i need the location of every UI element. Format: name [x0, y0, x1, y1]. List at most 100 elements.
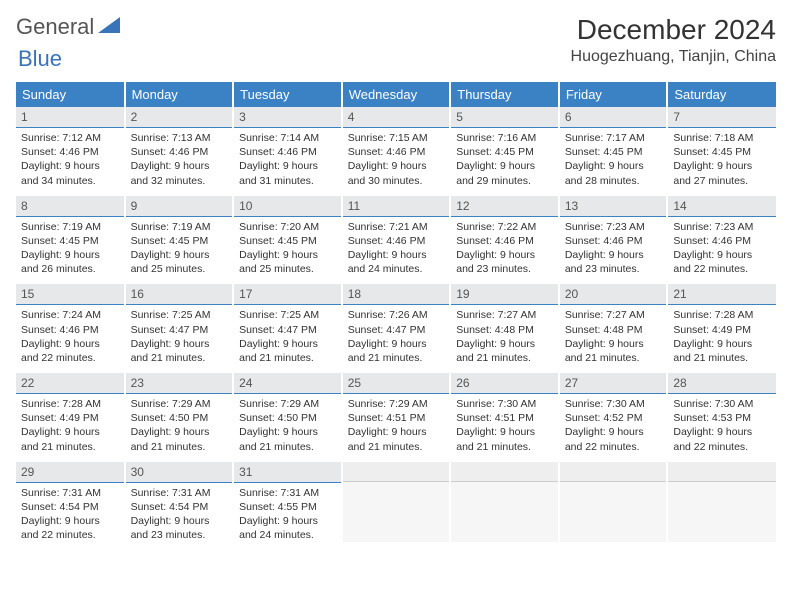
day-number: 7	[668, 107, 776, 128]
calendar-week-row: 22Sunrise: 7:28 AMSunset: 4:49 PMDayligh…	[16, 372, 776, 461]
day-details: Sunrise: 7:31 AMSunset: 4:55 PMDaylight:…	[234, 483, 341, 549]
logo-text-general: General	[16, 14, 94, 40]
day-number: 27	[560, 373, 667, 394]
weekday-header: Tuesday	[233, 82, 342, 107]
day-number: 26	[451, 373, 558, 394]
day-details: Sunrise: 7:27 AMSunset: 4:48 PMDaylight:…	[451, 305, 558, 371]
day-number: 13	[560, 196, 667, 217]
calendar-week-row: 1Sunrise: 7:12 AMSunset: 4:46 PMDaylight…	[16, 107, 776, 195]
calendar-cell: 19Sunrise: 7:27 AMSunset: 4:48 PMDayligh…	[450, 283, 559, 372]
calendar-cell: 14Sunrise: 7:23 AMSunset: 4:46 PMDayligh…	[667, 195, 776, 284]
logo: General	[16, 14, 122, 40]
calendar-cell: 15Sunrise: 7:24 AMSunset: 4:46 PMDayligh…	[16, 283, 125, 372]
day-number: 2	[126, 107, 233, 128]
day-details: Sunrise: 7:17 AMSunset: 4:45 PMDaylight:…	[560, 128, 667, 194]
logo-triangle-icon	[98, 17, 120, 38]
calendar-cell: 9Sunrise: 7:19 AMSunset: 4:45 PMDaylight…	[125, 195, 234, 284]
day-details: Sunrise: 7:31 AMSunset: 4:54 PMDaylight:…	[16, 483, 124, 549]
month-title: December 2024	[571, 14, 776, 46]
calendar-cell: 17Sunrise: 7:25 AMSunset: 4:47 PMDayligh…	[233, 283, 342, 372]
day-details: Sunrise: 7:21 AMSunset: 4:46 PMDaylight:…	[343, 217, 450, 283]
day-number: 16	[126, 284, 233, 305]
day-details: Sunrise: 7:29 AMSunset: 4:50 PMDaylight:…	[234, 394, 341, 460]
calendar-cell: 16Sunrise: 7:25 AMSunset: 4:47 PMDayligh…	[125, 283, 234, 372]
calendar-cell: 8Sunrise: 7:19 AMSunset: 4:45 PMDaylight…	[16, 195, 125, 284]
empty-day-body	[343, 482, 450, 542]
day-details: Sunrise: 7:15 AMSunset: 4:46 PMDaylight:…	[343, 128, 450, 194]
calendar-cell	[342, 461, 451, 550]
calendar-cell: 7Sunrise: 7:18 AMSunset: 4:45 PMDaylight…	[667, 107, 776, 195]
calendar-cell: 3Sunrise: 7:14 AMSunset: 4:46 PMDaylight…	[233, 107, 342, 195]
calendar-cell	[450, 461, 559, 550]
calendar-cell: 24Sunrise: 7:29 AMSunset: 4:50 PMDayligh…	[233, 372, 342, 461]
day-details: Sunrise: 7:14 AMSunset: 4:46 PMDaylight:…	[234, 128, 341, 194]
calendar-body: 1Sunrise: 7:12 AMSunset: 4:46 PMDaylight…	[16, 107, 776, 549]
calendar-cell: 1Sunrise: 7:12 AMSunset: 4:46 PMDaylight…	[16, 107, 125, 195]
calendar-cell: 23Sunrise: 7:29 AMSunset: 4:50 PMDayligh…	[125, 372, 234, 461]
title-block: December 2024 Huogezhuang, Tianjin, Chin…	[571, 14, 776, 66]
weekday-header: Monday	[125, 82, 234, 107]
day-details: Sunrise: 7:26 AMSunset: 4:47 PMDaylight:…	[343, 305, 450, 371]
day-number: 6	[560, 107, 667, 128]
day-number: 1	[16, 107, 124, 128]
day-number: 31	[234, 462, 341, 483]
calendar-cell: 2Sunrise: 7:13 AMSunset: 4:46 PMDaylight…	[125, 107, 234, 195]
day-details: Sunrise: 7:12 AMSunset: 4:46 PMDaylight:…	[16, 128, 124, 194]
day-details: Sunrise: 7:29 AMSunset: 4:51 PMDaylight:…	[343, 394, 450, 460]
day-number: 28	[668, 373, 776, 394]
day-number: 20	[560, 284, 667, 305]
day-number: 30	[126, 462, 233, 483]
calendar-week-row: 15Sunrise: 7:24 AMSunset: 4:46 PMDayligh…	[16, 283, 776, 372]
day-number: 12	[451, 196, 558, 217]
empty-day-body	[451, 482, 558, 542]
calendar-cell: 31Sunrise: 7:31 AMSunset: 4:55 PMDayligh…	[233, 461, 342, 550]
empty-day-number	[560, 462, 667, 482]
day-number: 3	[234, 107, 341, 128]
day-number: 9	[126, 196, 233, 217]
day-details: Sunrise: 7:30 AMSunset: 4:52 PMDaylight:…	[560, 394, 667, 460]
calendar-cell: 29Sunrise: 7:31 AMSunset: 4:54 PMDayligh…	[16, 461, 125, 550]
empty-day-number	[451, 462, 558, 482]
day-number: 10	[234, 196, 341, 217]
calendar-week-row: 8Sunrise: 7:19 AMSunset: 4:45 PMDaylight…	[16, 195, 776, 284]
day-details: Sunrise: 7:24 AMSunset: 4:46 PMDaylight:…	[16, 305, 124, 371]
calendar-cell: 6Sunrise: 7:17 AMSunset: 4:45 PMDaylight…	[559, 107, 668, 195]
calendar-cell: 18Sunrise: 7:26 AMSunset: 4:47 PMDayligh…	[342, 283, 451, 372]
day-details: Sunrise: 7:28 AMSunset: 4:49 PMDaylight:…	[16, 394, 124, 460]
empty-day-body	[668, 482, 776, 542]
calendar-cell: 12Sunrise: 7:22 AMSunset: 4:46 PMDayligh…	[450, 195, 559, 284]
calendar-cell	[559, 461, 668, 550]
calendar-cell: 30Sunrise: 7:31 AMSunset: 4:54 PMDayligh…	[125, 461, 234, 550]
day-details: Sunrise: 7:18 AMSunset: 4:45 PMDaylight:…	[668, 128, 776, 194]
empty-day-number	[668, 462, 776, 482]
calendar-head: SundayMondayTuesdayWednesdayThursdayFrid…	[16, 82, 776, 107]
weekday-header: Friday	[559, 82, 668, 107]
day-details: Sunrise: 7:27 AMSunset: 4:48 PMDaylight:…	[560, 305, 667, 371]
day-number: 18	[343, 284, 450, 305]
calendar-cell: 22Sunrise: 7:28 AMSunset: 4:49 PMDayligh…	[16, 372, 125, 461]
day-number: 21	[668, 284, 776, 305]
day-details: Sunrise: 7:30 AMSunset: 4:51 PMDaylight:…	[451, 394, 558, 460]
day-number: 25	[343, 373, 450, 394]
calendar-cell: 5Sunrise: 7:16 AMSunset: 4:45 PMDaylight…	[450, 107, 559, 195]
calendar-cell: 26Sunrise: 7:30 AMSunset: 4:51 PMDayligh…	[450, 372, 559, 461]
calendar-cell: 21Sunrise: 7:28 AMSunset: 4:49 PMDayligh…	[667, 283, 776, 372]
calendar-cell: 13Sunrise: 7:23 AMSunset: 4:46 PMDayligh…	[559, 195, 668, 284]
calendar-cell: 11Sunrise: 7:21 AMSunset: 4:46 PMDayligh…	[342, 195, 451, 284]
logo-text-blue: Blue	[18, 46, 62, 71]
day-number: 15	[16, 284, 124, 305]
day-details: Sunrise: 7:19 AMSunset: 4:45 PMDaylight:…	[16, 217, 124, 283]
calendar-table: SundayMondayTuesdayWednesdayThursdayFrid…	[16, 82, 776, 550]
day-number: 4	[343, 107, 450, 128]
day-number: 29	[16, 462, 124, 483]
calendar-cell: 10Sunrise: 7:20 AMSunset: 4:45 PMDayligh…	[233, 195, 342, 284]
location-text: Huogezhuang, Tianjin, China	[571, 48, 776, 66]
day-details: Sunrise: 7:19 AMSunset: 4:45 PMDaylight:…	[126, 217, 233, 283]
day-details: Sunrise: 7:23 AMSunset: 4:46 PMDaylight:…	[560, 217, 667, 283]
day-details: Sunrise: 7:22 AMSunset: 4:46 PMDaylight:…	[451, 217, 558, 283]
day-details: Sunrise: 7:25 AMSunset: 4:47 PMDaylight:…	[126, 305, 233, 371]
day-details: Sunrise: 7:16 AMSunset: 4:45 PMDaylight:…	[451, 128, 558, 194]
weekday-row: SundayMondayTuesdayWednesdayThursdayFrid…	[16, 82, 776, 107]
calendar-week-row: 29Sunrise: 7:31 AMSunset: 4:54 PMDayligh…	[16, 461, 776, 550]
day-details: Sunrise: 7:29 AMSunset: 4:50 PMDaylight:…	[126, 394, 233, 460]
